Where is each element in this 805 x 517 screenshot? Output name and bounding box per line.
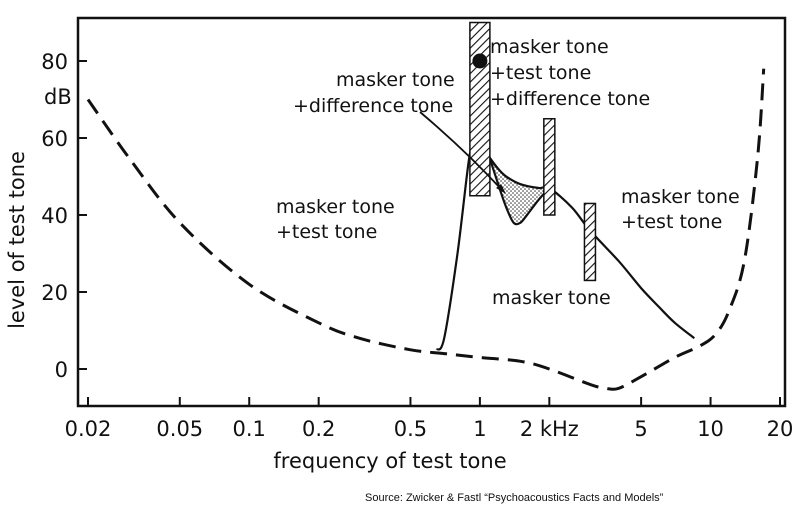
x-tick-label: 1 xyxy=(473,417,486,441)
plot-frame xyxy=(76,16,787,408)
annotation-arrowhead xyxy=(496,184,506,194)
x-tick-label: 0.05 xyxy=(156,417,203,441)
x-axis-label: frequency of test tone xyxy=(273,449,506,473)
masker-bar xyxy=(469,21,491,197)
x-tick-label: 0.02 xyxy=(65,417,112,441)
masker-bar xyxy=(543,118,556,216)
x-tick-label: 0.5 xyxy=(394,417,427,441)
annotation-masker-test-difference-line3: +difference tone xyxy=(490,88,650,110)
annotation-masker-test-right-line2: +test tone xyxy=(621,211,722,233)
x-tick-label: 5 xyxy=(634,417,647,441)
masker-bar xyxy=(583,202,597,282)
threshold-in-quiet-line xyxy=(86,68,766,391)
shaded-difference-region xyxy=(489,157,550,223)
y-ticks: 0 20 40 60 80 xyxy=(41,50,87,382)
annotation-masker-only: masker tone xyxy=(492,287,611,309)
annotation-masker-difference-line2: +difference tone xyxy=(293,95,453,117)
x-tick-label: 0.2 xyxy=(302,417,335,441)
masked-threshold-line xyxy=(435,146,695,351)
y-tick-label: 60 xyxy=(41,127,68,151)
x-ticks: 0.02 0.05 0.1 0.2 0.5 1 2 kHz 5 10 20 xyxy=(65,397,794,441)
annotation-masker-difference-line1: masker tone xyxy=(336,69,455,91)
x-tick-label: 2 kHz xyxy=(520,417,579,441)
test-tone-dot xyxy=(472,53,488,69)
y-tick-label: 0 xyxy=(55,358,68,382)
annotation-masker-test-difference-line1: masker tone xyxy=(490,36,609,58)
annotation-masker-test-left-line2: +test tone xyxy=(276,221,377,243)
y-tick-label: 20 xyxy=(41,281,68,305)
source-caption: Source: Zwicker & Fastl “Psychoacoustics… xyxy=(365,492,664,504)
y-tick-label: 40 xyxy=(41,204,68,228)
annotation-masker-test-left-line1: masker tone xyxy=(276,196,395,218)
x-tick-label: 20 xyxy=(767,417,794,441)
x-tick-label: 0.1 xyxy=(233,417,266,441)
annotation-masker-test-right-line1: masker tone xyxy=(621,186,740,208)
y-axis-label: level of test tone xyxy=(5,151,29,329)
annotation-arrow xyxy=(419,111,503,191)
marker-layer xyxy=(469,21,597,282)
annotation-masker-test-difference-line2: +test tone xyxy=(490,62,591,84)
y-unit-label: dB xyxy=(44,85,72,109)
x-tick-label: 10 xyxy=(697,417,724,441)
y-tick-label: 80 xyxy=(41,50,68,74)
